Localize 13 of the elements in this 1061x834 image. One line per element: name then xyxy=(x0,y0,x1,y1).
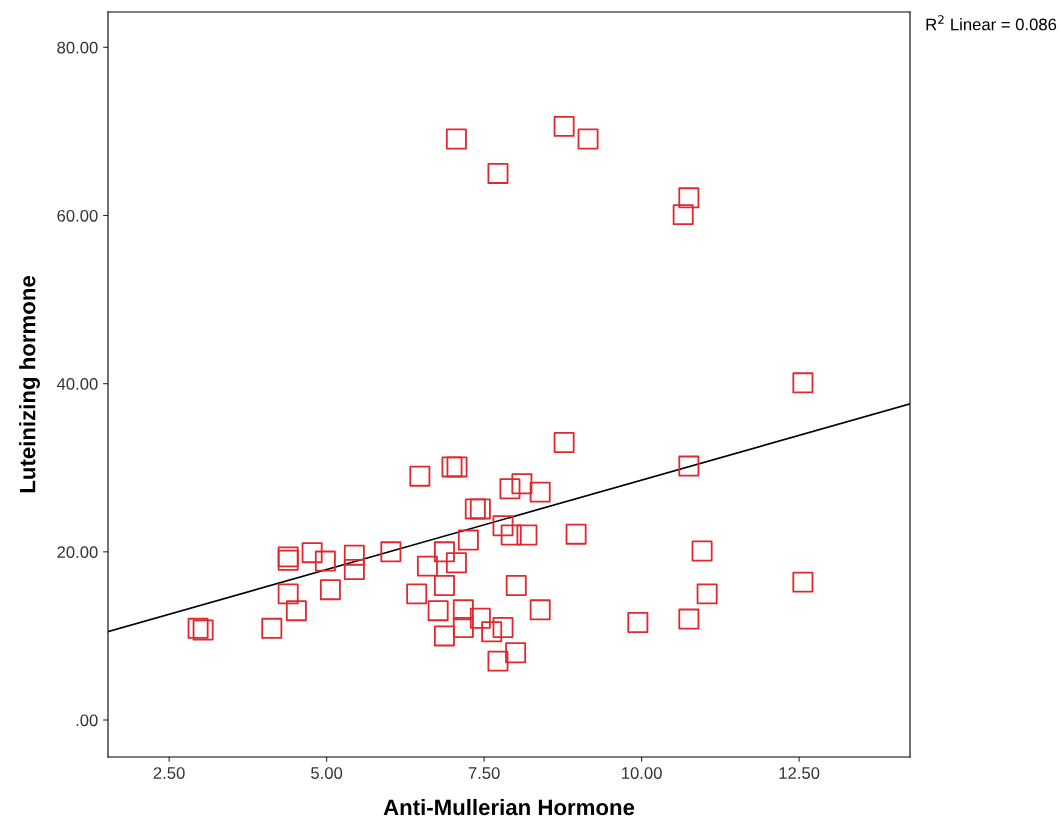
text: R$^{2}$ Linear = 0.086 xyxy=(926,15,1057,31)
y-tick-label: 20.00 xyxy=(57,546,98,559)
y-tick-label: 60.00 xyxy=(57,209,98,222)
y-tick-label: 40.00 xyxy=(56,378,98,390)
y-axis-title: Luteinizing hormone xyxy=(19,276,40,493)
x-axis-title: Anti-Mullerian Hormone xyxy=(383,798,635,816)
x-tick-label: 5.00 xyxy=(311,767,343,779)
x-tick-label: 12.50 xyxy=(779,767,820,779)
y-tick-label: 80.00 xyxy=(57,41,98,54)
x-tick-label: 10.00 xyxy=(622,767,662,779)
x-tick-label: 2.50 xyxy=(153,767,185,779)
y-tick-label: .00 xyxy=(76,714,98,727)
x-tick-label: 7.50 xyxy=(468,767,500,779)
